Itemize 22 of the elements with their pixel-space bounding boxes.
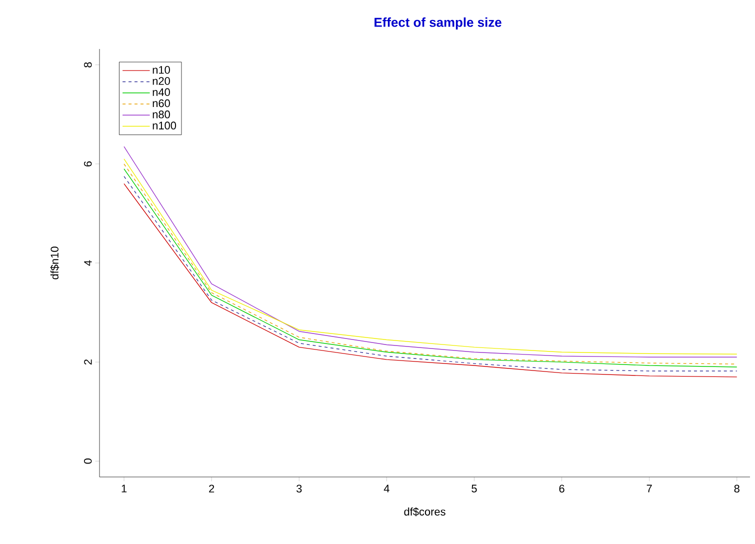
y-axis-title: df$n10 [50, 246, 60, 280]
y-tick-label: 8 [84, 62, 92, 68]
x-tick-label: 2 [209, 484, 214, 492]
x-tick-label: 3 [296, 484, 302, 493]
x-tick-label: 8 [734, 484, 740, 493]
legend-label: n20 [152, 77, 170, 85]
x-tick-label: 5 [472, 484, 477, 492]
y-tick-label: 6 [84, 161, 92, 166]
x-axis-title: df$cores [404, 507, 446, 516]
x-tick-label: 6 [559, 484, 564, 493]
legend-label: n40 [152, 88, 170, 96]
y-tick-label: 2 [84, 360, 92, 365]
y-tick-label: 0 [84, 458, 92, 464]
x-tick-label: 1 [122, 484, 127, 492]
legend-label: n10 [152, 66, 170, 74]
chart-title: Effect of sample size [374, 17, 502, 30]
x-tick-label: 4 [384, 484, 390, 492]
legend-label: n60 [152, 99, 170, 108]
y-tick-label: 4 [84, 260, 92, 266]
legend-label: n100 [152, 122, 176, 130]
x-tick-label: 7 [646, 484, 652, 492]
legend-label: n80 [152, 110, 170, 118]
